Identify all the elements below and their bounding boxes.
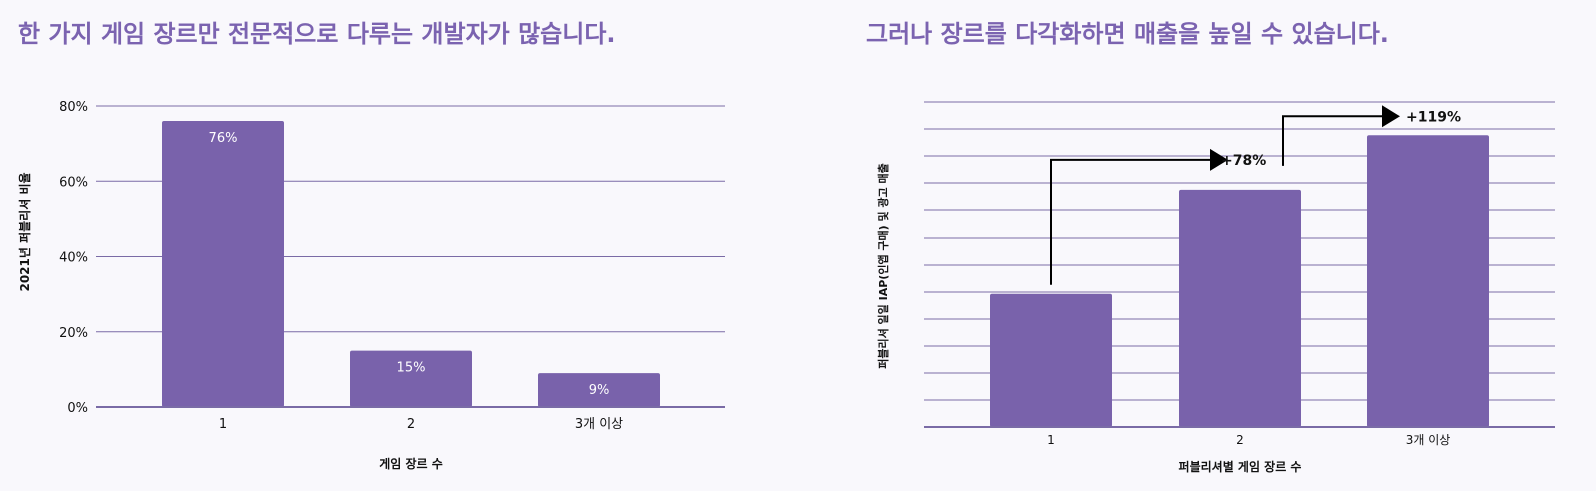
growth-annotation: +119% — [1406, 109, 1461, 125]
left-x-tick-label: 3개 이상 — [575, 417, 623, 432]
left-x-tick-label: 2 — [407, 417, 415, 432]
left-bar — [538, 373, 660, 407]
growth-arrow-head — [1382, 105, 1400, 128]
left-x-tick-label: 1 — [219, 417, 227, 432]
right-x-tick-label: 1 — [1047, 433, 1055, 447]
right-x-tick-label: 2 — [1236, 433, 1244, 447]
right-x-axis-title: 퍼블리셔별 게임 장르 수 — [1179, 459, 1302, 474]
left-bar — [162, 121, 284, 408]
left-y-tick-label: 80% — [59, 100, 88, 115]
left-chart-title: 한 가지 게임 장르만 전문적으로 다루는 개발자가 많습니다. — [18, 20, 616, 48]
left-bar-data-label: 9% — [589, 383, 610, 398]
growth-arrow-line — [1282, 115, 1382, 166]
right-bar — [1179, 189, 1301, 427]
growth-arrow-line — [1050, 158, 1210, 285]
left-y-tick-label: 60% — [59, 175, 88, 190]
left-y-tick-label: 0% — [67, 401, 88, 416]
left-bar — [350, 350, 472, 407]
right-chart-title: 그러나 장르를 다각화하면 매출을 높일 수 있습니다. — [866, 20, 1389, 48]
left-y-tick-label: 20% — [59, 326, 88, 341]
right-x-tick-label: 3개 이상 — [1406, 433, 1451, 447]
right-y-axis-title: 퍼블리셔 일일 IAP(인앱 구매) 및 광고 매출 — [876, 163, 890, 369]
left-y-axis-title: 2021년 퍼블리셔 비율 — [17, 172, 32, 291]
right-bar — [990, 293, 1112, 427]
growth-annotation: +78% — [1221, 153, 1266, 169]
right-bar — [1367, 135, 1489, 427]
left-bar-data-label: 76% — [209, 131, 238, 146]
left-y-tick-label: 40% — [59, 251, 88, 266]
growth-arrow-head — [1210, 148, 1228, 171]
left-x-axis-title: 게임 장르 수 — [379, 457, 443, 471]
left-bar-data-label: 15% — [397, 361, 426, 376]
